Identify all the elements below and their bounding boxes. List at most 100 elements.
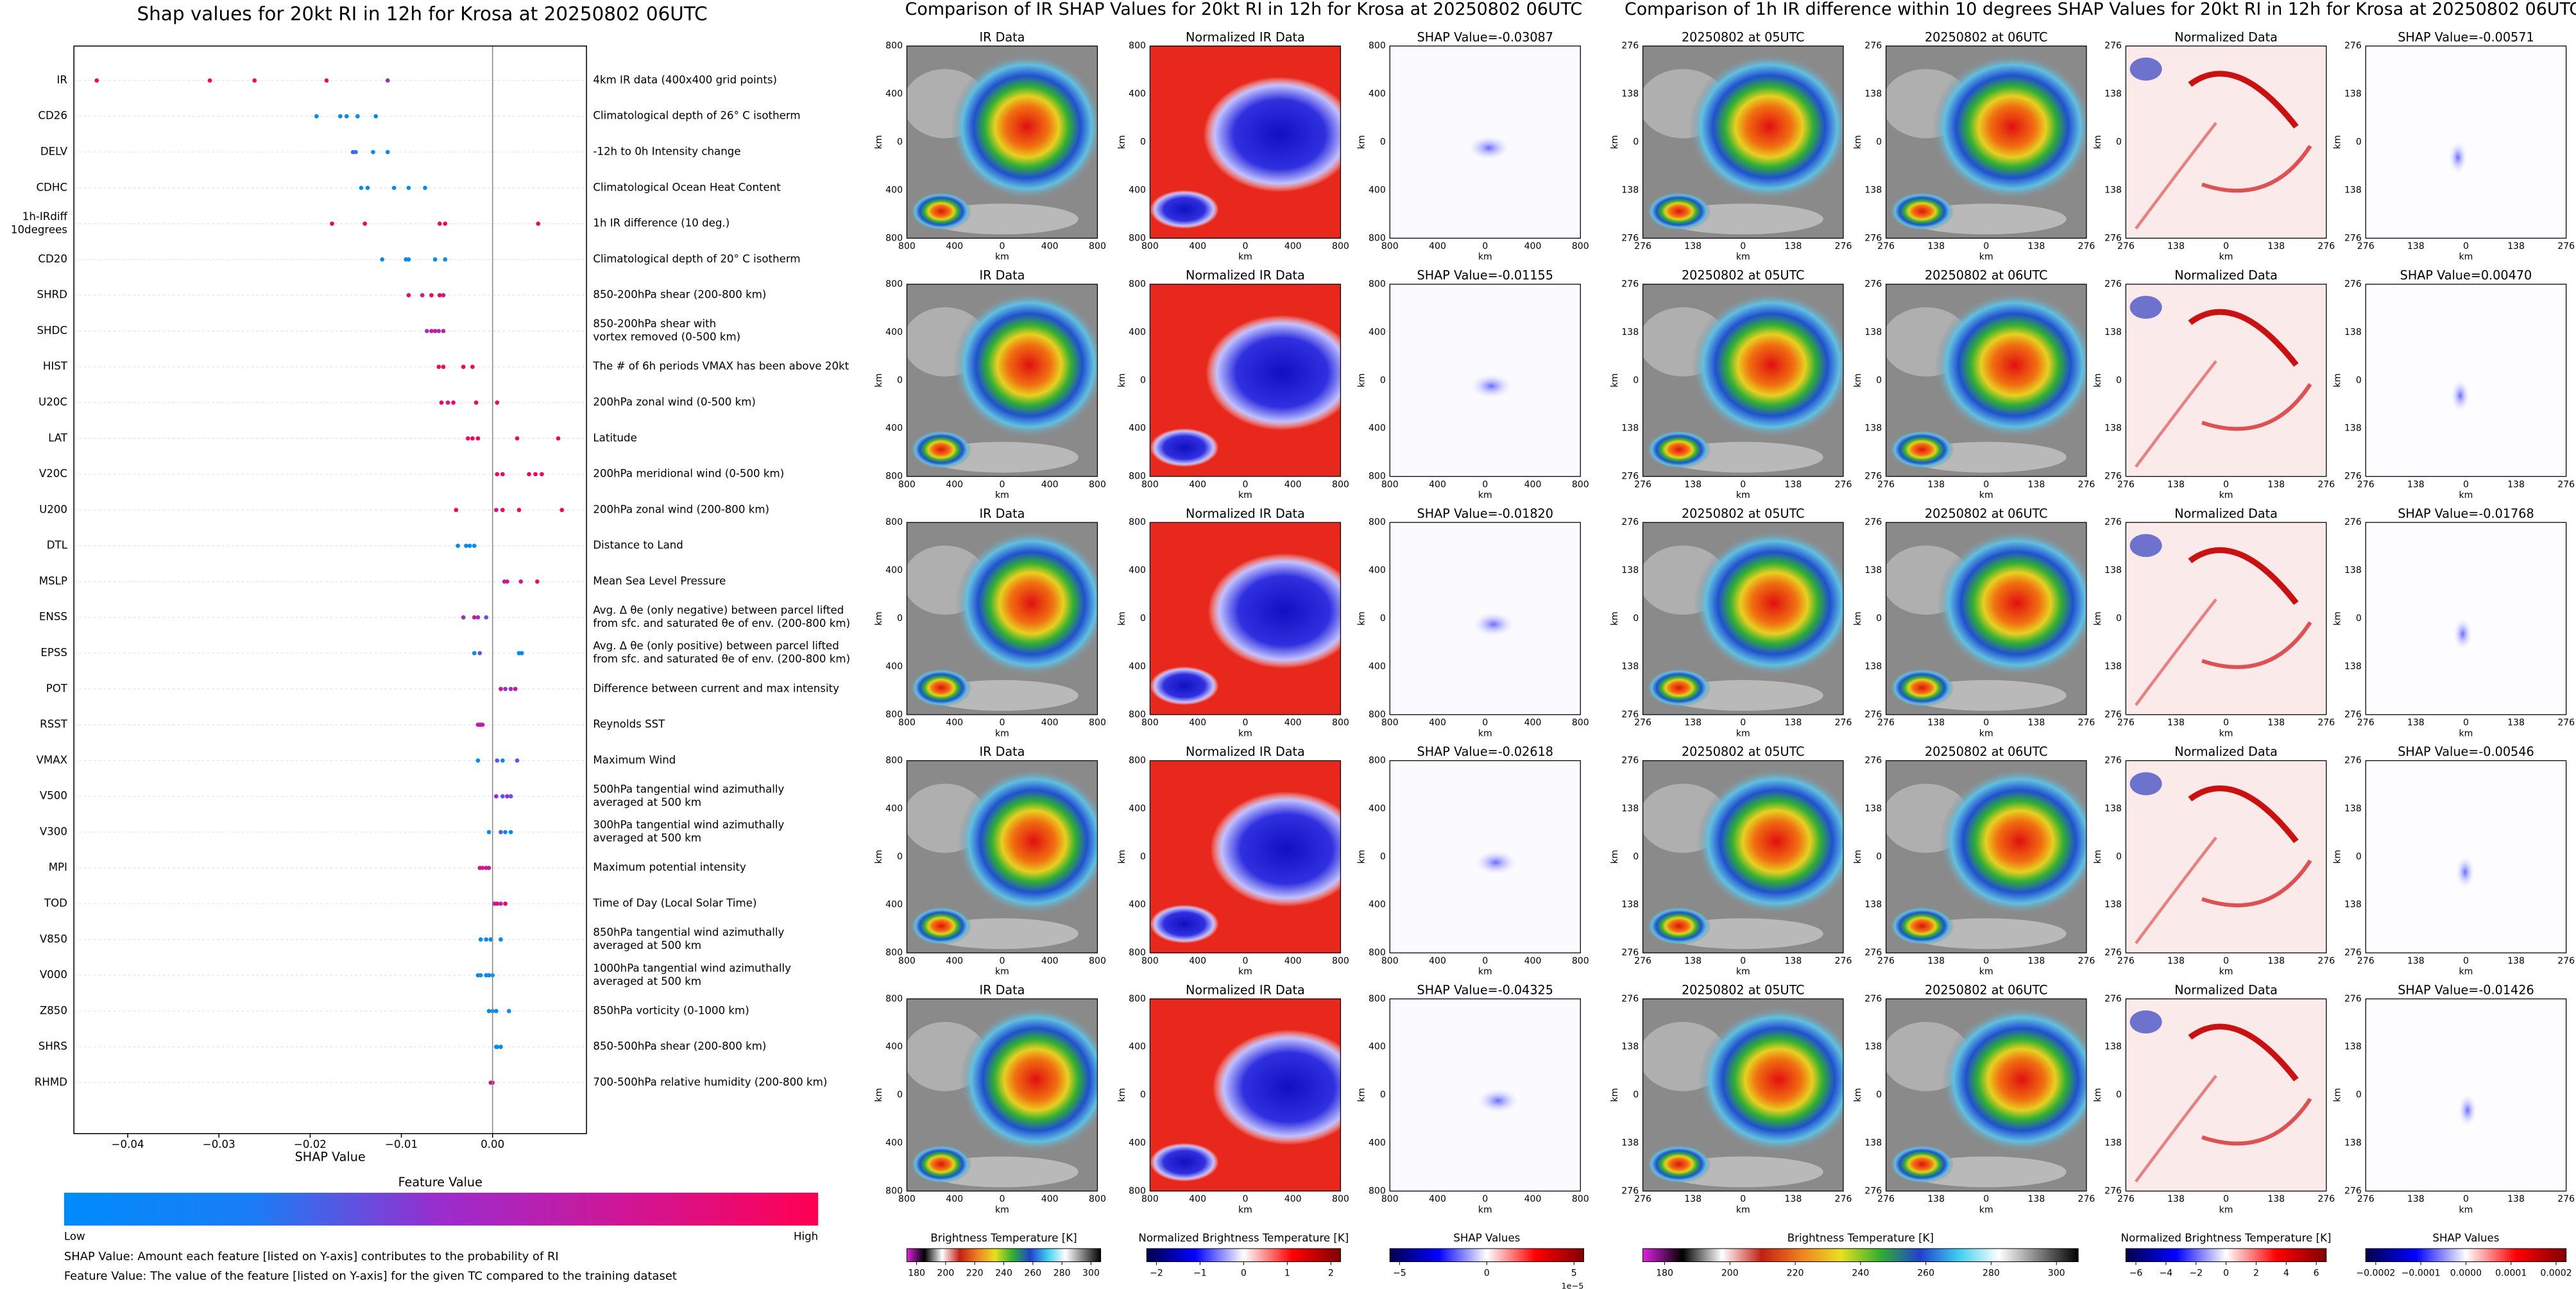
shap-point <box>475 615 481 620</box>
panel-frame <box>2365 284 2567 477</box>
y-axis-label: km <box>2333 135 2343 149</box>
y-tick-label: 800 <box>1369 710 1386 720</box>
x-tick-label: 138 <box>2407 241 2425 252</box>
shap-point <box>441 293 446 298</box>
shap-blob <box>2457 1093 2478 1128</box>
image-panel <box>1150 522 1341 715</box>
x-tick-label: 276 <box>2117 1194 2135 1204</box>
panel-frame <box>1149 46 1342 239</box>
panel-frame <box>906 284 1098 477</box>
panel-title: Normalized Data <box>2174 268 2278 283</box>
cold-spot <box>2129 57 2162 81</box>
panel-title: Normalized IR Data <box>1186 30 1305 44</box>
y-tick-label: 0 <box>1876 1090 1882 1100</box>
y-tick-label: 0 <box>1876 375 1882 386</box>
x-axis-label: km <box>995 967 1009 977</box>
colorbar-tick-label: −0.0001 <box>2401 1268 2441 1278</box>
shap-point <box>513 687 518 692</box>
y-tick-label: 800 <box>1129 710 1146 720</box>
y-axis-label: km <box>2333 849 2343 864</box>
x-tick-label: 400 <box>1189 1194 1206 1204</box>
panel-title: 20250802 at 05UTC <box>1682 30 1805 44</box>
x-tick-label: 276 <box>2357 241 2375 252</box>
y-tick-label: 800 <box>1369 756 1386 766</box>
storm-band <box>1646 1145 1711 1184</box>
x-axis-label: km <box>1478 252 1492 262</box>
x-tick-label: 138 <box>2267 479 2285 490</box>
y-axis-label: km <box>1853 611 1863 626</box>
image-panel <box>1642 760 1843 953</box>
x-tick-label: 400 <box>1041 718 1059 728</box>
y-tick-label: 400 <box>885 89 903 99</box>
panel-title: 20250802 at 05UTC <box>1682 268 1805 283</box>
y-tick-label: 138 <box>2104 1138 2122 1148</box>
storm <box>1689 53 1843 200</box>
shap-point <box>488 937 493 942</box>
x-tick-label: 800 <box>1572 1194 1589 1204</box>
y-tick-label: 800 <box>885 948 903 958</box>
panel-title: 20250802 at 06UTC <box>1925 268 2048 283</box>
image-background <box>2126 284 2326 477</box>
image-panel <box>1642 998 1843 1191</box>
feature-description: 850hPa vorticity (0-1000 km) <box>593 1004 749 1016</box>
panel-frame <box>2125 284 2327 477</box>
panel-frame <box>1642 522 1844 715</box>
shap-point <box>207 78 212 83</box>
y-tick-label: 800 <box>885 517 903 527</box>
y-tick-label: 276 <box>2344 517 2362 527</box>
x-tick-label: 276 <box>2357 956 2375 966</box>
storm <box>960 1006 1098 1153</box>
x-tick-label: 0 <box>2223 241 2229 252</box>
shap-point <box>499 901 503 906</box>
feature-description: 850-500hPa shear (200-800 km) <box>593 1040 766 1052</box>
x-axis-label: km <box>1238 490 1252 500</box>
y-axis-label: km <box>1610 373 1620 388</box>
x-tick-label: 276 <box>2117 718 2135 728</box>
x-tick-label: 400 <box>1284 718 1302 728</box>
y-tick-label: 800 <box>1129 41 1146 51</box>
x-tick-label: 276 <box>1835 241 1852 252</box>
image-panel <box>1886 760 2086 953</box>
y-tick-label: 138 <box>2344 662 2362 672</box>
x-tick-label: 400 <box>1284 1194 1302 1204</box>
image-panel <box>1886 284 2086 477</box>
shap-point <box>432 329 438 334</box>
x-axis-label: km <box>1238 252 1252 262</box>
feature-description: 1h IR difference (10 deg.) <box>593 217 729 229</box>
x-tick-label: 400 <box>946 718 963 728</box>
y-tick-label: 800 <box>885 756 903 766</box>
y-tick-label: 400 <box>1129 423 1146 434</box>
x-tick-label: 800 <box>1381 718 1399 728</box>
shap-blob <box>1466 134 1512 162</box>
y-tick-label: 0 <box>1140 613 1146 624</box>
shap-point <box>500 794 505 799</box>
feature-name: V500 <box>40 790 67 802</box>
feature-name: CD26 <box>38 110 67 122</box>
y-tick-label: 800 <box>1129 472 1146 482</box>
y-tick-label: 276 <box>1621 517 1639 527</box>
image-panel <box>1390 998 1581 1191</box>
storm <box>1691 291 1843 438</box>
panel-title: 20250802 at 05UTC <box>1682 744 1805 759</box>
panel-frame <box>1642 46 1844 239</box>
figure-title: Comparison of 1h IR difference within 10… <box>1625 0 2576 19</box>
warm-band <box>2135 837 2217 944</box>
shap-blob <box>2450 378 2471 413</box>
x-tick-label: 0 <box>1740 241 1746 252</box>
shap-point <box>535 579 540 584</box>
y-tick-label: 0 <box>1633 851 1639 862</box>
x-tick-label: 400 <box>1189 479 1206 490</box>
shap-point <box>503 687 508 692</box>
storm-band <box>910 668 972 707</box>
y-tick-label: 400 <box>1129 327 1146 337</box>
y-tick-label: 276 <box>2344 994 2362 1004</box>
storm-band <box>910 1145 972 1184</box>
feature-name: POT <box>46 682 68 694</box>
colorbar-tick-label: 260 <box>1917 1268 1934 1278</box>
y-tick-label: 276 <box>2344 233 2362 243</box>
warm-band <box>2188 785 2299 844</box>
feature-name: CD20 <box>38 253 67 265</box>
panel-frame <box>906 760 1098 953</box>
shap-point <box>441 329 446 334</box>
feature-description: Climatological depth of 20° C isotherm <box>593 253 800 265</box>
